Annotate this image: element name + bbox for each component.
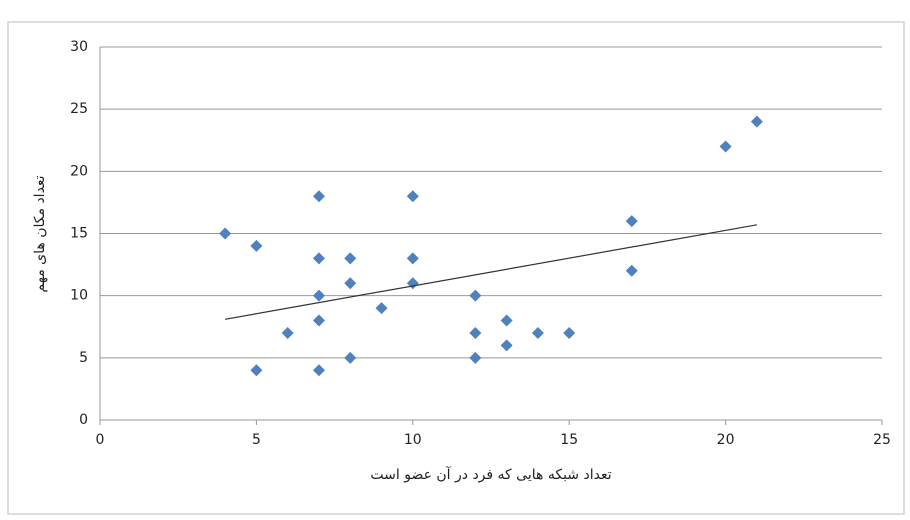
data-point	[281, 326, 294, 339]
data-point	[344, 252, 357, 265]
data-point	[344, 351, 357, 364]
x-tick-label: 20	[717, 432, 735, 448]
x-tick-label: 10	[404, 432, 422, 448]
data-point	[375, 302, 388, 315]
x-tick-label: 25	[873, 432, 891, 448]
data-point	[469, 289, 482, 302]
data-point	[250, 239, 263, 252]
data-point	[250, 364, 263, 377]
data-point	[312, 314, 325, 327]
data-point	[344, 277, 357, 290]
x-tick-label: 0	[96, 432, 105, 448]
data-point	[219, 227, 232, 240]
y-tick-label: 30	[70, 39, 88, 55]
data-point	[312, 289, 325, 302]
trendline	[225, 224, 757, 320]
data-point	[500, 339, 513, 352]
data-point	[531, 326, 544, 339]
data-point	[469, 351, 482, 364]
data-point	[500, 314, 513, 327]
x-tick-label: 5	[252, 432, 261, 448]
data-point	[469, 326, 482, 339]
data-point	[312, 190, 325, 203]
data-point	[406, 190, 419, 203]
data-point	[625, 264, 638, 277]
y-tick-label: 15	[70, 226, 88, 242]
y-tick-label: 0	[79, 412, 88, 428]
x-axis-label: تعداد شبکه هایی که فرد در آن عضو است	[370, 466, 611, 483]
y-tick-label: 10	[70, 288, 88, 304]
data-point	[750, 115, 763, 128]
chart-frame	[7, 21, 905, 515]
y-tick-label: 5	[79, 350, 88, 366]
data-point	[563, 326, 576, 339]
data-point	[406, 252, 419, 265]
data-point	[625, 215, 638, 228]
x-tick-label: 15	[560, 432, 578, 448]
data-point	[312, 364, 325, 377]
data-point	[719, 140, 732, 153]
y-tick-label: 20	[70, 163, 88, 179]
y-axis-label: تعداد مکان های مهم	[32, 175, 48, 292]
data-point	[312, 252, 325, 265]
y-tick-label: 25	[70, 101, 88, 117]
